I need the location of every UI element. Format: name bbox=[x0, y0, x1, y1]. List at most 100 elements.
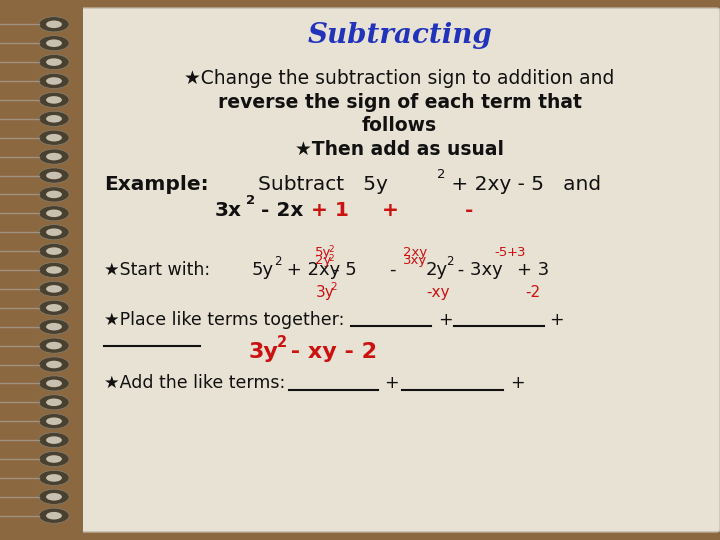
Text: ★Change the subtraction sign to addition and: ★Change the subtraction sign to addition… bbox=[184, 69, 615, 88]
Ellipse shape bbox=[46, 342, 62, 349]
Ellipse shape bbox=[39, 281, 69, 296]
Text: 3y: 3y bbox=[315, 285, 334, 300]
Text: + 3: + 3 bbox=[517, 261, 549, 279]
Text: 2: 2 bbox=[274, 255, 282, 268]
Ellipse shape bbox=[46, 58, 62, 66]
Text: 3y: 3y bbox=[248, 342, 278, 362]
Text: 3x: 3x bbox=[215, 201, 242, 220]
Ellipse shape bbox=[46, 455, 62, 463]
Text: Subtract   5y: Subtract 5y bbox=[258, 175, 387, 194]
Ellipse shape bbox=[39, 300, 69, 315]
Ellipse shape bbox=[46, 474, 62, 482]
Ellipse shape bbox=[39, 206, 69, 221]
Ellipse shape bbox=[39, 17, 69, 32]
Ellipse shape bbox=[39, 55, 69, 70]
Ellipse shape bbox=[46, 191, 62, 198]
Ellipse shape bbox=[46, 153, 62, 160]
Text: +: + bbox=[382, 201, 398, 220]
Ellipse shape bbox=[39, 338, 69, 353]
Text: ★Start with:: ★Start with: bbox=[104, 261, 210, 279]
Text: -5: -5 bbox=[494, 246, 507, 259]
Ellipse shape bbox=[39, 92, 69, 107]
Ellipse shape bbox=[46, 210, 62, 217]
Ellipse shape bbox=[39, 470, 69, 485]
Ellipse shape bbox=[39, 187, 69, 202]
Ellipse shape bbox=[46, 436, 62, 444]
Ellipse shape bbox=[46, 134, 62, 141]
Text: - xy - 2: - xy - 2 bbox=[283, 342, 377, 362]
Text: +: + bbox=[510, 374, 524, 393]
FancyBboxPatch shape bbox=[79, 8, 720, 532]
Ellipse shape bbox=[46, 228, 62, 236]
Text: + 1: + 1 bbox=[311, 201, 349, 220]
Ellipse shape bbox=[39, 36, 69, 51]
Text: ★Add the like terms:: ★Add the like terms: bbox=[104, 374, 286, 393]
Bar bbox=[0, 0, 83, 540]
Ellipse shape bbox=[39, 319, 69, 334]
Text: Subtracting: Subtracting bbox=[307, 22, 492, 49]
Text: 2xy: 2xy bbox=[403, 246, 428, 259]
Text: +: + bbox=[384, 374, 399, 393]
Ellipse shape bbox=[46, 361, 62, 368]
Text: 2: 2 bbox=[276, 335, 287, 350]
Text: 2: 2 bbox=[446, 255, 454, 268]
Text: -2: -2 bbox=[526, 285, 541, 300]
Text: - 2x: - 2x bbox=[254, 201, 310, 220]
Ellipse shape bbox=[39, 357, 69, 372]
Ellipse shape bbox=[39, 73, 69, 89]
Text: 2: 2 bbox=[328, 245, 334, 254]
Text: 2y: 2y bbox=[315, 254, 332, 267]
Ellipse shape bbox=[46, 304, 62, 312]
Ellipse shape bbox=[39, 489, 69, 504]
Ellipse shape bbox=[39, 433, 69, 448]
Ellipse shape bbox=[46, 285, 62, 293]
Ellipse shape bbox=[46, 417, 62, 425]
Ellipse shape bbox=[46, 247, 62, 255]
Text: ★Then add as usual: ★Then add as usual bbox=[295, 139, 504, 159]
Ellipse shape bbox=[46, 115, 62, 123]
Text: 3xy: 3xy bbox=[403, 254, 428, 267]
Ellipse shape bbox=[39, 414, 69, 429]
Text: ★Place like terms together:: ★Place like terms together: bbox=[104, 310, 345, 329]
Ellipse shape bbox=[46, 512, 62, 519]
Ellipse shape bbox=[46, 39, 62, 47]
Text: follows: follows bbox=[362, 116, 437, 135]
Ellipse shape bbox=[39, 376, 69, 391]
Ellipse shape bbox=[46, 399, 62, 406]
Text: +3: +3 bbox=[507, 246, 526, 259]
Ellipse shape bbox=[46, 77, 62, 85]
Ellipse shape bbox=[39, 168, 69, 183]
Text: 2: 2 bbox=[437, 168, 446, 181]
Ellipse shape bbox=[46, 266, 62, 274]
Text: + 2xy: + 2xy bbox=[281, 261, 340, 279]
Text: +: + bbox=[438, 310, 452, 329]
Text: -xy: -xy bbox=[426, 285, 450, 300]
Text: -: - bbox=[389, 261, 395, 279]
Text: +: + bbox=[549, 310, 564, 329]
Text: 2y: 2y bbox=[426, 261, 448, 279]
Text: 5y: 5y bbox=[315, 246, 332, 259]
Ellipse shape bbox=[39, 451, 69, 467]
Ellipse shape bbox=[39, 508, 69, 523]
Ellipse shape bbox=[46, 21, 62, 28]
Ellipse shape bbox=[39, 225, 69, 240]
Text: + 2xy - 5   and: + 2xy - 5 and bbox=[445, 175, 601, 194]
Ellipse shape bbox=[46, 172, 62, 179]
Ellipse shape bbox=[39, 111, 69, 126]
Ellipse shape bbox=[39, 149, 69, 164]
Ellipse shape bbox=[46, 323, 62, 330]
Ellipse shape bbox=[46, 493, 62, 501]
Text: 5y: 5y bbox=[252, 261, 274, 279]
Ellipse shape bbox=[46, 380, 62, 387]
Ellipse shape bbox=[46, 96, 62, 104]
Ellipse shape bbox=[39, 262, 69, 278]
Text: 2: 2 bbox=[246, 194, 256, 207]
Text: -: - bbox=[464, 201, 473, 220]
Text: 2: 2 bbox=[328, 254, 334, 262]
Text: - 5: - 5 bbox=[333, 261, 357, 279]
Text: 2: 2 bbox=[330, 282, 337, 292]
Ellipse shape bbox=[39, 244, 69, 259]
Text: - 3xy: - 3xy bbox=[452, 261, 503, 279]
Ellipse shape bbox=[39, 130, 69, 145]
Text: Example:: Example: bbox=[104, 175, 209, 194]
